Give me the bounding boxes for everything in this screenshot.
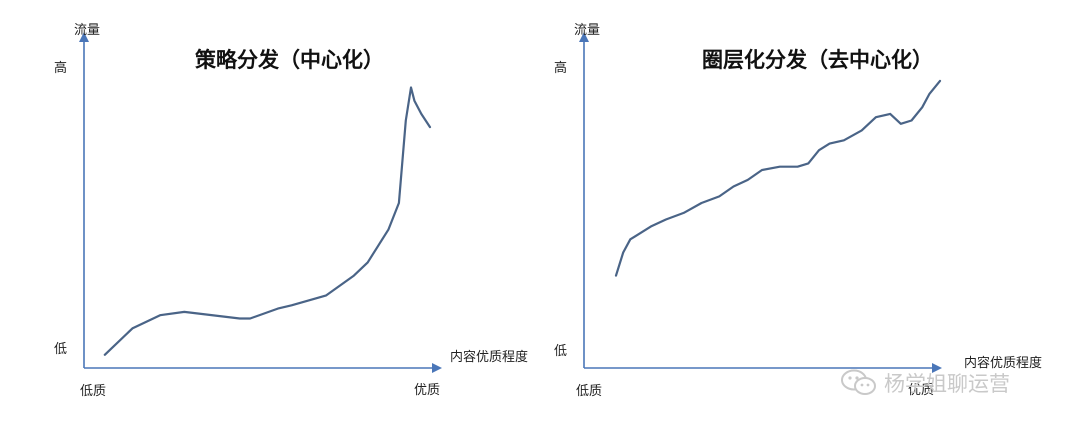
chart-title: 策略分发（中心化） [195, 48, 384, 72]
y-low-label: 低 [54, 342, 68, 357]
y-high-label: 高 [54, 61, 68, 76]
x-axis-arrow [432, 363, 442, 373]
x-axis-label: 内容优质程度 [450, 350, 529, 365]
x-low-label: 低质 [80, 384, 107, 399]
x-high-label: 优质 [908, 383, 935, 398]
wechat-icon [841, 369, 876, 395]
chart-left-svg [79, 32, 442, 373]
x-low-label: 低质 [576, 384, 603, 399]
watermark-text: 杨学姐聊运营 [884, 372, 1010, 396]
y-low-label: 低 [554, 344, 568, 359]
y-axis-arrow [79, 32, 89, 42]
y-axis-label: 流量 [574, 23, 601, 38]
series-line [103, 86, 432, 356]
x-high-label: 优质 [414, 383, 441, 398]
chart-right-svg [579, 32, 942, 373]
x-axis-arrow [932, 363, 942, 373]
y-high-label: 高 [554, 61, 568, 76]
y-axis-arrow [579, 32, 589, 42]
watermark: 杨学姐聊运营 [840, 368, 1010, 398]
chart-panel-right: 流量 高 低 内容优质程度 低质 优质 圈层化分发（去中心化） [540, 0, 1080, 430]
y-axis-label: 流量 [74, 23, 101, 38]
x-axis-label: 内容优质程度 [964, 356, 1043, 371]
chart-title: 圈层化分发（去中心化） [702, 48, 933, 72]
chart-panel-left: 流量 高 低 内容优质程度 低质 优质 策略分发（中心化） [54, 23, 529, 399]
series-line [614, 79, 942, 277]
